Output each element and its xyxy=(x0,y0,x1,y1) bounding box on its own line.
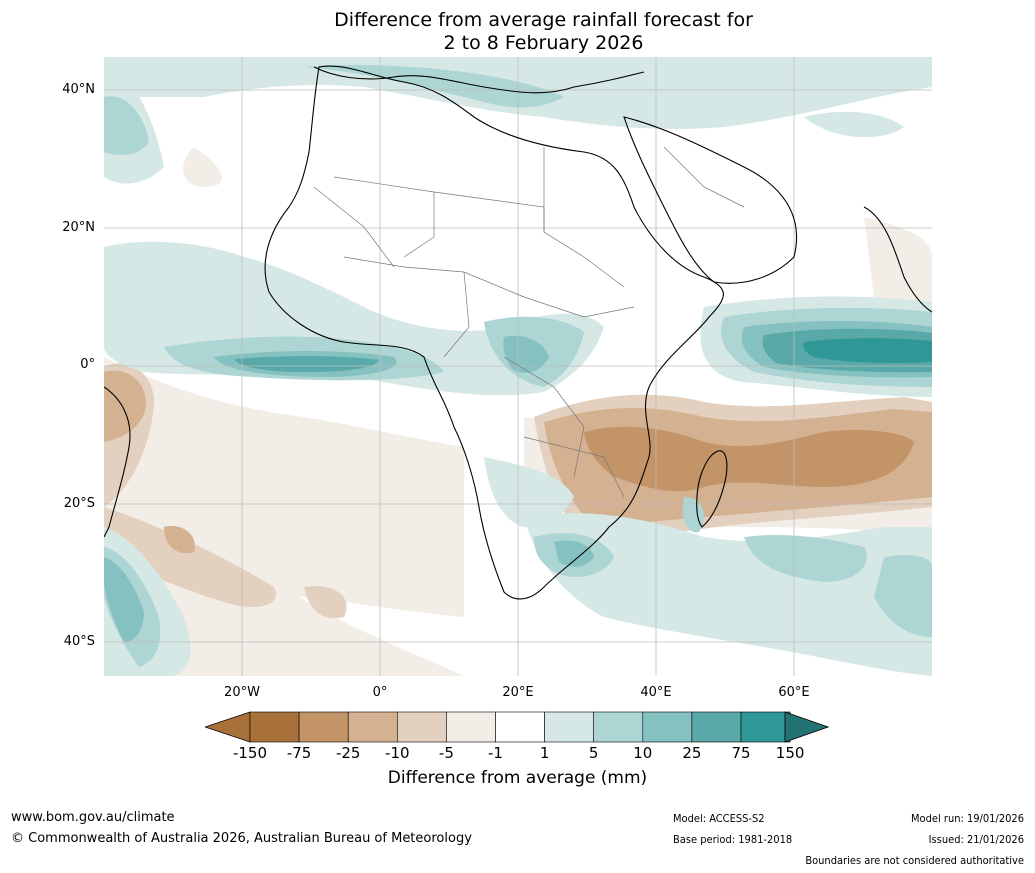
colorbar-tick-label: -5 xyxy=(438,744,454,762)
arabia-coastline xyxy=(623,116,798,284)
colorbar-tick-label: 10 xyxy=(633,744,653,762)
colorbar-tick-label: -25 xyxy=(335,744,361,762)
lon-label-60e: 60°E xyxy=(778,685,810,700)
base-period: Base period: 1981-2018 xyxy=(673,833,793,846)
colorbar-tick-label: -150 xyxy=(232,744,268,762)
colorbar-cell xyxy=(495,711,545,743)
colorbar-cells xyxy=(249,711,791,743)
issued-date: Issued: 21/01/2026 xyxy=(928,833,1024,846)
colorbar-cell xyxy=(347,711,398,743)
map-title-line2: 2 to 8 February 2026 xyxy=(443,32,644,54)
colorbar-tick-label: -10 xyxy=(385,744,410,762)
colorbar-cell xyxy=(691,711,742,743)
lat-label-20s: 20°S xyxy=(63,496,95,511)
boundaries-disclaimer: Boundaries are not considered authoritat… xyxy=(805,854,1024,867)
map-svg xyxy=(104,57,932,676)
colorbar-cell xyxy=(740,711,791,743)
colorbar-tick-label: 150 xyxy=(775,744,805,762)
colorbar xyxy=(205,711,829,743)
lon-label-20e: 20°E xyxy=(502,685,534,700)
colorbar-tick-label: 1 xyxy=(539,744,550,762)
colorbar-cell xyxy=(249,711,300,743)
colorbar-tick-label: -75 xyxy=(286,744,312,762)
model-info: Model: ACCESS-S2 xyxy=(673,812,765,825)
lat-label-0: 0° xyxy=(80,357,95,372)
lon-label-20w: 20°W xyxy=(224,685,260,700)
wet-anomaly-extreme xyxy=(803,338,932,363)
website-link[interactable]: www.bom.gov.au/climate xyxy=(11,810,175,825)
colorbar-cell xyxy=(446,711,496,743)
colorbar-tick-label: 25 xyxy=(682,744,702,762)
country-borders xyxy=(313,146,745,498)
colorbar-cell xyxy=(593,711,644,743)
madagascar-coastline xyxy=(696,450,728,528)
rainfall-anomaly-map xyxy=(104,57,932,676)
colorbar-cell xyxy=(642,711,693,743)
lat-label-20n: 20°N xyxy=(62,220,95,235)
coastlines xyxy=(104,65,932,600)
colorbar-over-arrow xyxy=(784,711,829,743)
colorbar-tick-label: 5 xyxy=(588,744,599,762)
colorbar-tick-label: 75 xyxy=(731,744,751,762)
model-run: Model run: 19/01/2026 xyxy=(911,812,1024,825)
lat-label-40s: 40°S xyxy=(63,634,95,649)
map-title: Difference from average rainfall forecas… xyxy=(0,9,1035,55)
europe-coastline xyxy=(313,66,645,94)
copyright-text: © Commonwealth of Australia 2026, Austra… xyxy=(11,831,472,846)
colorbar-cell xyxy=(298,711,349,743)
lon-label-0: 0° xyxy=(372,685,388,700)
map-title-line1: Difference from average rainfall forecas… xyxy=(334,9,753,31)
lon-label-40e: 40°E xyxy=(640,685,672,700)
colorbar-under-arrow xyxy=(205,711,251,743)
colorbar-tick-label: -1 xyxy=(488,744,503,762)
colorbar-label: Difference from average (mm) xyxy=(387,768,648,788)
graticule xyxy=(104,57,932,676)
colorbar-cell xyxy=(544,711,595,743)
lat-label-40n: 40°N xyxy=(62,82,95,97)
africa-coastline xyxy=(264,65,724,600)
india-coastline xyxy=(863,206,932,313)
south-america-coastline xyxy=(104,386,131,538)
colorbar-cell xyxy=(397,711,447,743)
